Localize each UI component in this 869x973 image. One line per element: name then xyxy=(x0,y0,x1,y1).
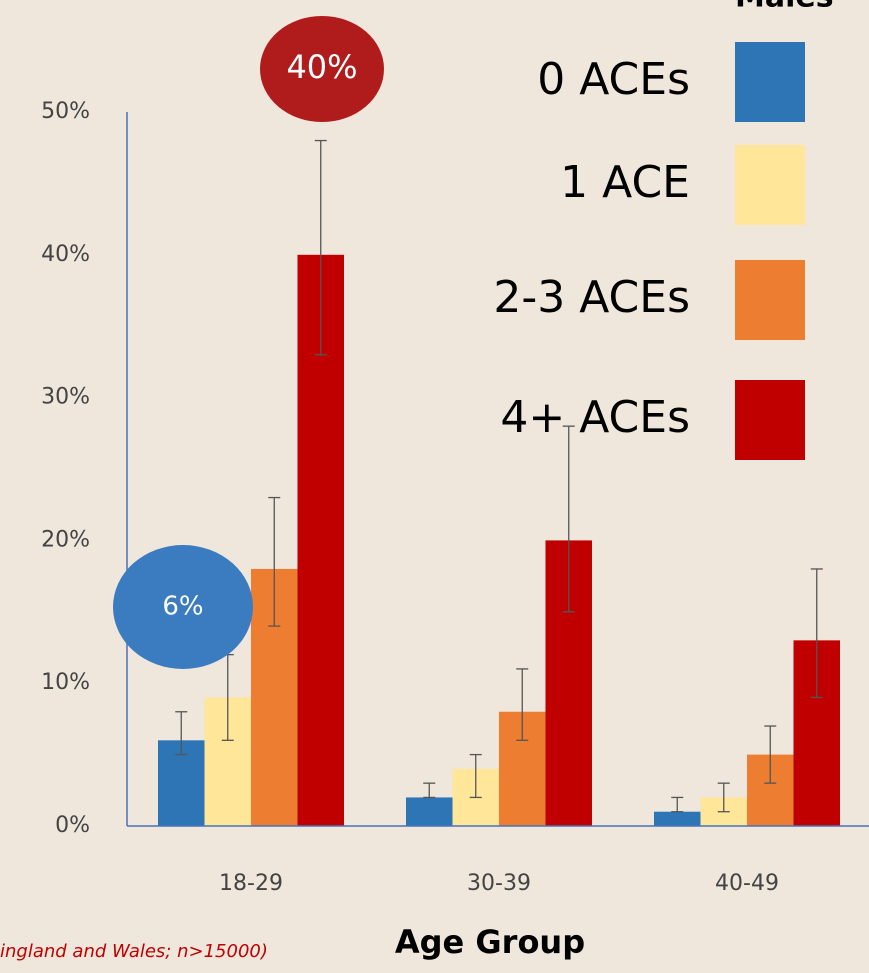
legend-swatch xyxy=(735,260,805,340)
legend-title: Males xyxy=(735,0,834,15)
y-tick-label: 40% xyxy=(41,242,90,267)
y-tick-label: 30% xyxy=(41,385,90,410)
y-tick-label: 20% xyxy=(41,527,90,552)
source-note: ingland and Wales; n>15000) xyxy=(0,941,268,962)
annotation-bubble xyxy=(113,545,253,669)
x-axis-title: Age Group xyxy=(395,923,585,961)
x-tick-label: 30-39 xyxy=(467,871,531,896)
legend-label: 1 ACE xyxy=(560,157,690,208)
y-tick-label: 50% xyxy=(41,99,90,124)
x-tick-label: 40-49 xyxy=(715,871,779,896)
legend-swatch xyxy=(735,145,805,225)
annotation-text: 40% xyxy=(286,48,357,86)
annotation-text: 6% xyxy=(162,592,203,622)
legend-swatch xyxy=(735,380,805,460)
legend-label: 0 ACEs xyxy=(537,54,690,105)
y-tick-label: 10% xyxy=(41,670,90,695)
legend-swatch xyxy=(735,42,805,122)
bar xyxy=(406,797,453,826)
x-tick-label: 18-29 xyxy=(219,871,283,896)
legend-label: 2-3 ACEs xyxy=(493,272,690,323)
annotation-bubble xyxy=(260,16,384,122)
legend-label: 4+ ACEs xyxy=(500,392,690,443)
y-tick-label: 0% xyxy=(55,813,90,838)
bar xyxy=(654,811,701,826)
